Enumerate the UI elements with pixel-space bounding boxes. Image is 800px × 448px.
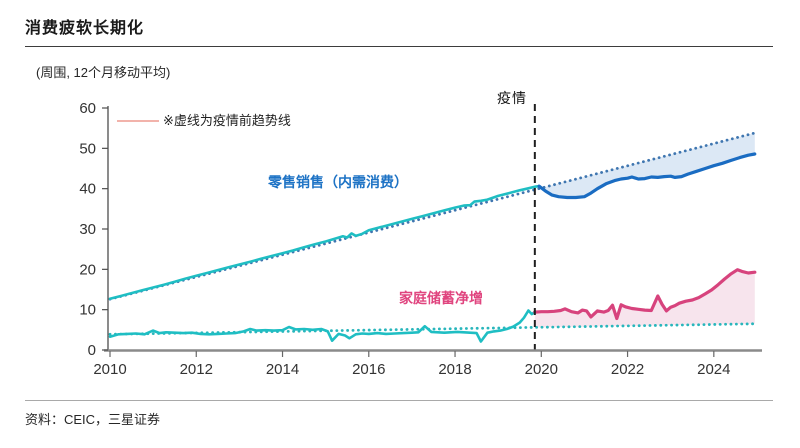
axis-unit-label: (周围, 12个月移动平均) — [36, 65, 171, 80]
y-tick-label: 0 — [88, 342, 96, 359]
series-line-savings_pre — [108, 309, 537, 343]
x-tick-label: 2010 — [93, 361, 126, 378]
series-label-retail: 零售销售（内需消费） — [268, 174, 408, 190]
y-tick-label: 40 — [79, 181, 96, 198]
series-line-savings_trend — [108, 322, 757, 336]
note-marker-line — [117, 120, 159, 122]
gap-fill-savings_trend — [534, 269, 755, 328]
y-tick-label: 20 — [79, 261, 96, 278]
series-line-retail_trend — [108, 131, 757, 301]
y-tick-label: 30 — [79, 221, 96, 238]
source-note: 资料：CEIC，三星证券 — [25, 412, 161, 427]
x-tick-label: 2016 — [352, 361, 385, 378]
y-tick-label: 60 — [79, 100, 96, 117]
x-tick-label: 2014 — [266, 361, 299, 378]
series-label-savings: 家庭储蓄净增 — [399, 290, 483, 306]
pandemic-annotation: 疫情 — [497, 90, 527, 106]
x-tick-label: 2022 — [611, 361, 644, 378]
page-title: 消费疲软长期化 — [25, 20, 145, 37]
x-tick-label: 2024 — [697, 361, 730, 378]
y-tick-label: 50 — [79, 140, 96, 157]
y-tick-label: 10 — [79, 302, 96, 319]
gap-fill-retail_post — [539, 133, 755, 198]
series-line-savings_post — [533, 268, 757, 321]
x-tick-label: 2018 — [438, 361, 471, 378]
series-line-retail_post — [537, 152, 757, 200]
footer-divider — [25, 400, 773, 401]
series-line-retail_pre — [108, 184, 541, 301]
title-divider — [25, 46, 773, 47]
x-tick-label: 2012 — [180, 361, 213, 378]
x-tick-label: 2020 — [525, 361, 558, 378]
trendline-note: ※虚线为疫情前趋势线 — [163, 113, 291, 128]
